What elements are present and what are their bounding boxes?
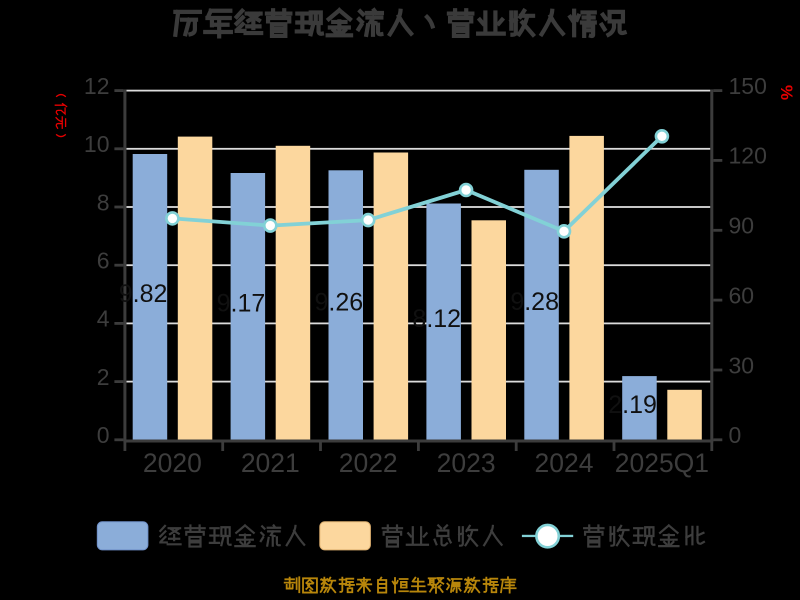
svg-text:2024: 2024 bbox=[535, 448, 594, 478]
svg-text:2025Q1: 2025Q1 bbox=[615, 448, 709, 478]
svg-text:120: 120 bbox=[729, 143, 767, 169]
svg-text:8: 8 bbox=[97, 189, 110, 215]
svg-text:0: 0 bbox=[729, 422, 742, 448]
svg-text:9.82: 9.82 bbox=[119, 280, 168, 308]
svg-text:2.19: 2.19 bbox=[608, 391, 657, 419]
svg-text:0: 0 bbox=[97, 422, 110, 448]
svg-text:90: 90 bbox=[729, 213, 755, 239]
svg-text:2021: 2021 bbox=[241, 448, 300, 478]
svg-text:4: 4 bbox=[97, 306, 110, 332]
svg-text:2020: 2020 bbox=[143, 448, 202, 478]
svg-text:10: 10 bbox=[84, 131, 110, 157]
svg-text:2022: 2022 bbox=[339, 448, 398, 478]
svg-text:2023: 2023 bbox=[437, 448, 496, 478]
svg-text:150: 150 bbox=[729, 73, 767, 99]
svg-text:8.12: 8.12 bbox=[412, 305, 461, 333]
svg-text:9.28: 9.28 bbox=[510, 288, 559, 316]
svg-text:%: % bbox=[777, 85, 796, 100]
svg-text:60: 60 bbox=[729, 282, 755, 308]
svg-text:9.26: 9.26 bbox=[315, 288, 364, 316]
svg-text:6: 6 bbox=[97, 248, 110, 274]
svg-text:9.17: 9.17 bbox=[217, 290, 266, 318]
svg-text:12: 12 bbox=[84, 73, 110, 99]
svg-text:30: 30 bbox=[729, 352, 755, 378]
svg-text:2: 2 bbox=[97, 364, 110, 390]
